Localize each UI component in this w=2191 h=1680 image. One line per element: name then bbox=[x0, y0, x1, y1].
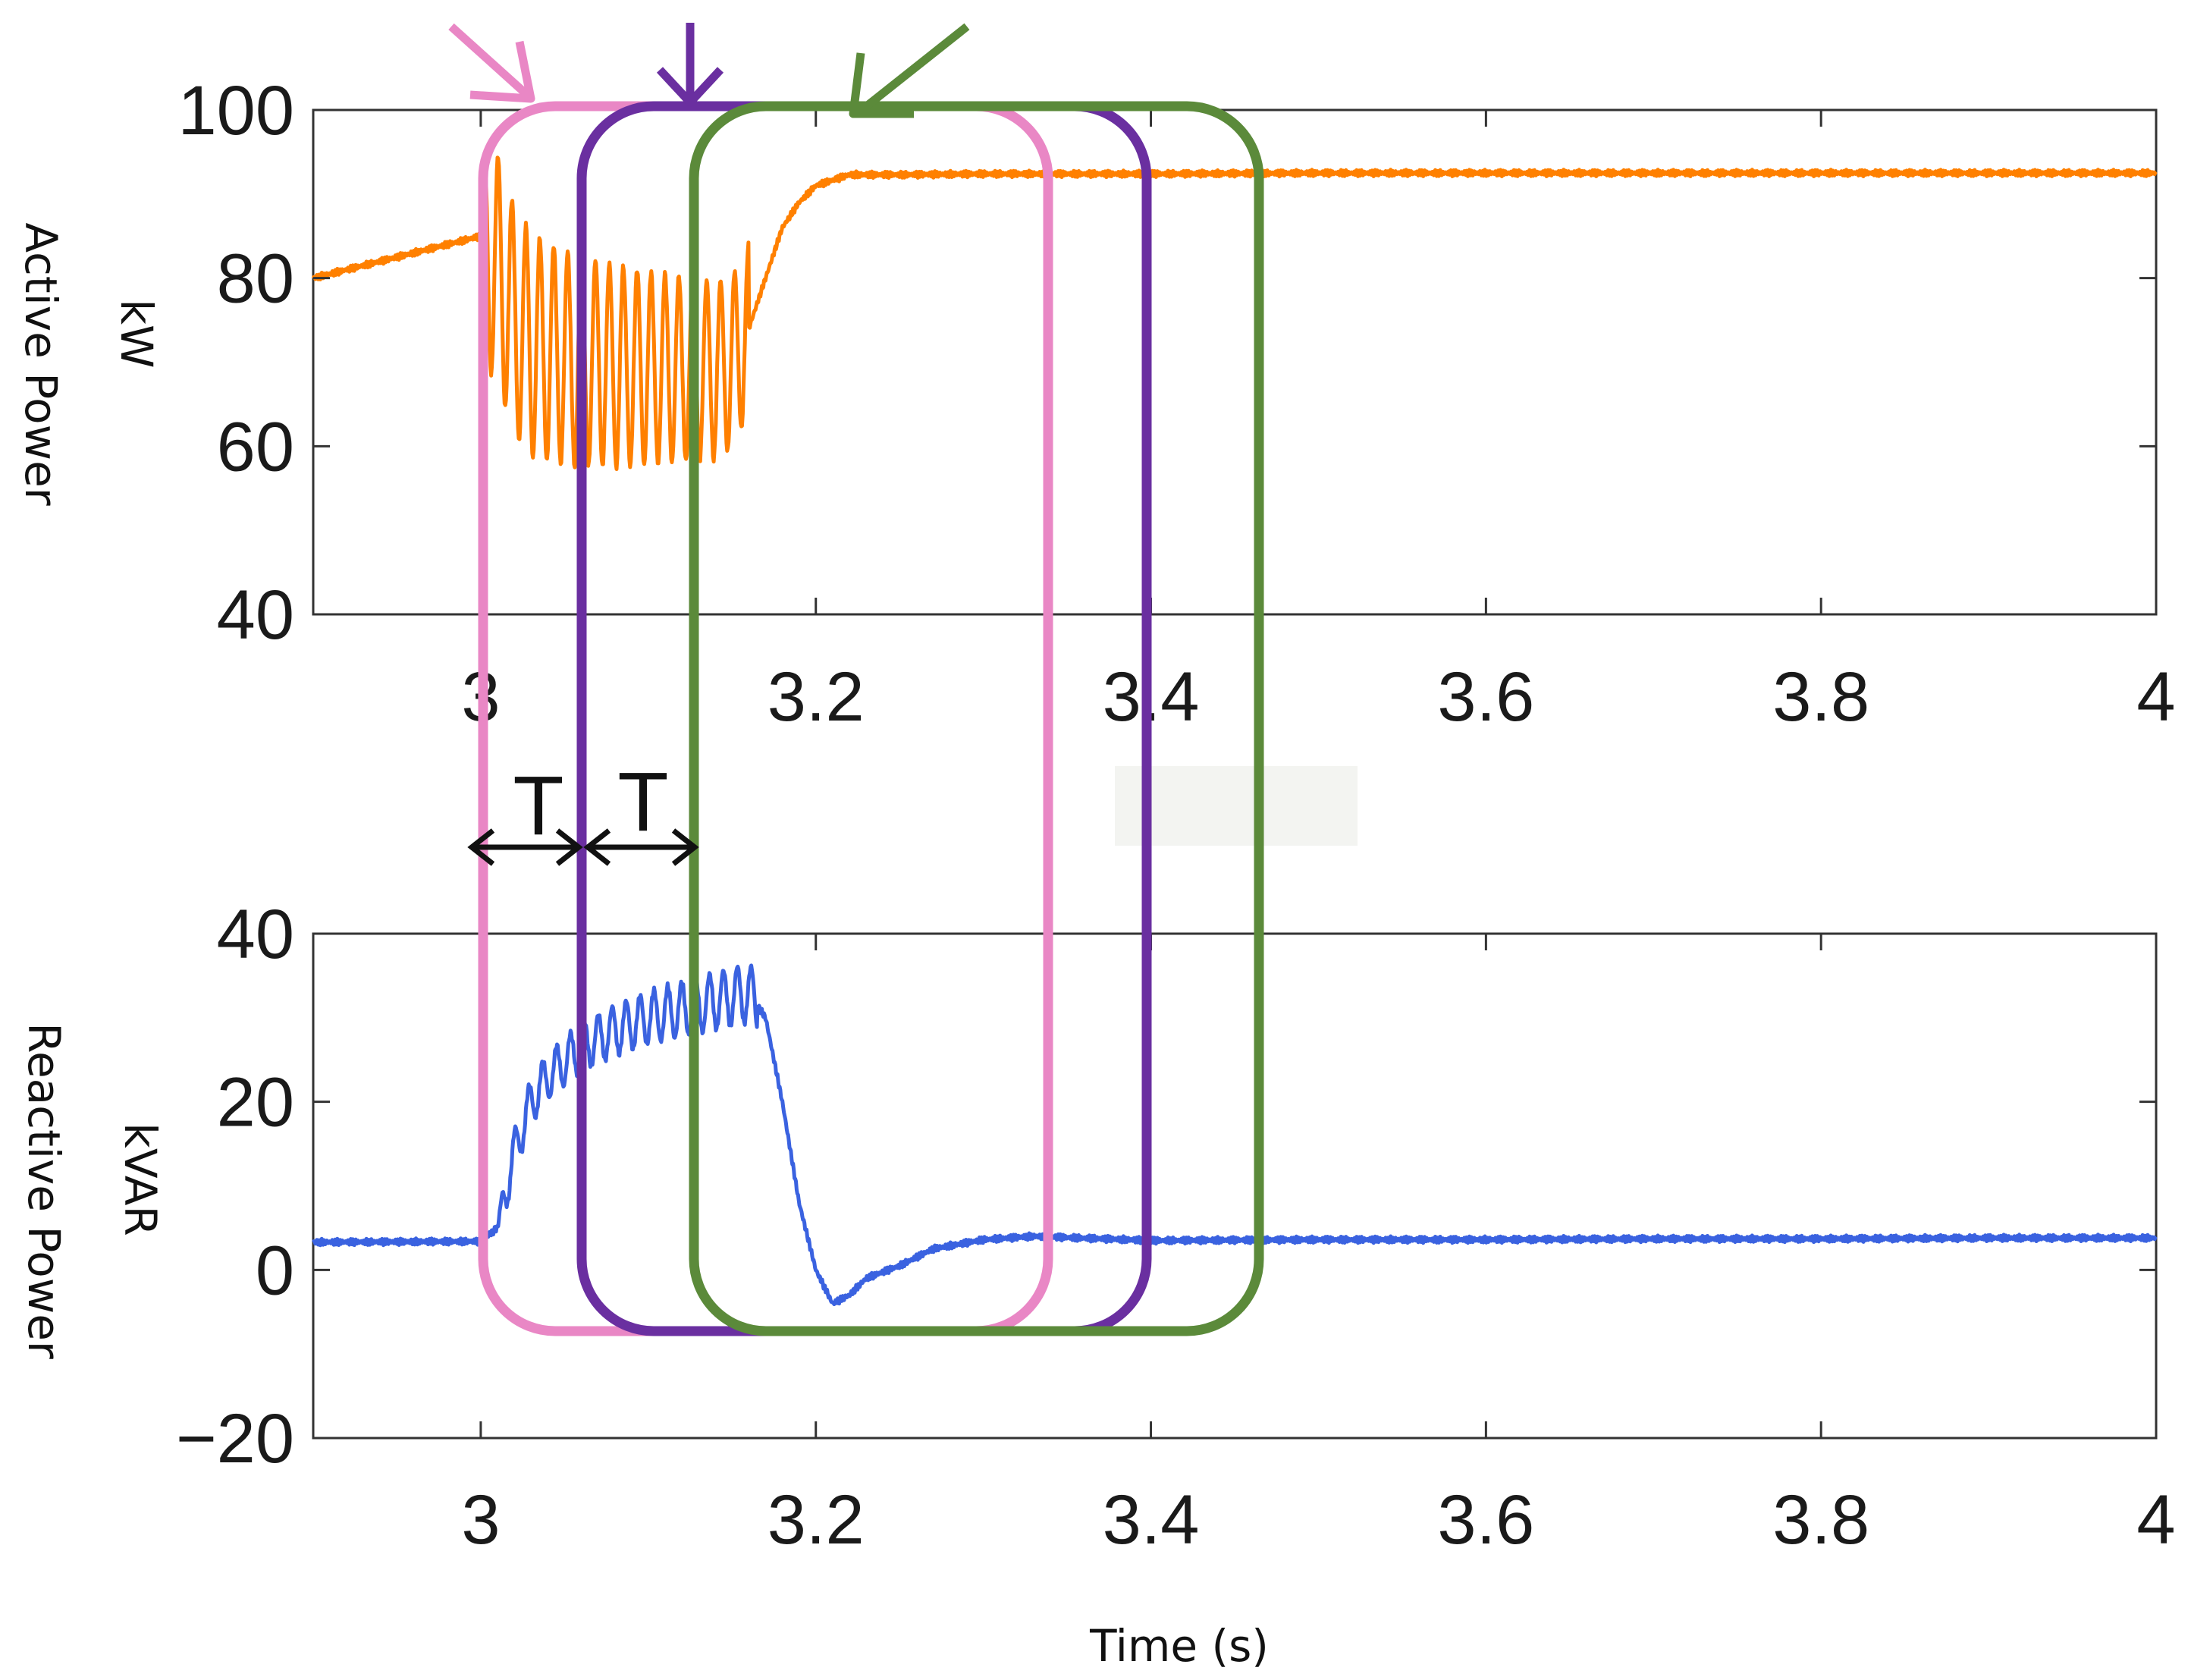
reactive-power-line bbox=[311, 963, 2158, 1307]
reactive-power-x-tick-label: 3.2 bbox=[767, 1481, 865, 1559]
reactive-power-axis-label: Reactive Power bbox=[18, 1022, 70, 1359]
reactive-power-chart: 3 3.2 3.4 3.6 3.8 4 −20 0 20 40 Reactive Power kV… bbox=[18, 896, 2176, 1672]
period-arrow-2-icon bbox=[583, 828, 699, 866]
time-axis-label: Time (s) bbox=[1089, 1620, 1269, 1672]
window-arrows bbox=[448, 23, 970, 118]
reactive-power-y-tick-label: 20 bbox=[217, 1064, 294, 1141]
reactive-power-x-tick-label: 3.4 bbox=[1103, 1481, 1200, 1559]
active-power-x-tick-label: 4 bbox=[2136, 658, 2175, 736]
reactive-power-unit-label: kVAR bbox=[115, 1123, 166, 1236]
active-power-y-tick-label: 40 bbox=[217, 576, 294, 654]
reactive-power-y-tick-label: −20 bbox=[176, 1400, 294, 1477]
reactive-power-x-tick-label: 4 bbox=[2136, 1481, 2175, 1559]
period-annotations: T T bbox=[467, 755, 699, 866]
active-power-y-tick-label: 80 bbox=[217, 240, 294, 318]
reactive-power-y-tick-label: 0 bbox=[256, 1232, 294, 1309]
pink-arrow-icon bbox=[448, 23, 535, 103]
period-arrow-1-icon bbox=[467, 828, 583, 866]
period-label-2: T bbox=[617, 755, 668, 849]
highlight-boxes bbox=[478, 101, 1264, 1336]
reactive-power-x-tick-label: 3 bbox=[461, 1481, 500, 1559]
reactive-power-y-tick-label: 40 bbox=[217, 896, 294, 973]
green-arrow-icon bbox=[849, 23, 970, 118]
active-power-x-tick-label: 3.6 bbox=[1437, 658, 1534, 736]
active-power-x-tick-label: 3.8 bbox=[1772, 658, 1869, 736]
green-window-box bbox=[689, 101, 1264, 1336]
reactive-power-x-tick-label: 3.6 bbox=[1437, 1481, 1534, 1559]
reactive-power-plot-frame bbox=[312, 932, 2158, 1440]
active-power-line bbox=[311, 155, 2158, 471]
active-power-y-tick-label: 100 bbox=[178, 72, 295, 149]
period-label-1: T bbox=[513, 759, 563, 853]
reactive-power-x-tick-label: 3.8 bbox=[1772, 1481, 1869, 1559]
active-power-plot-frame bbox=[312, 108, 2158, 616]
reactive-power-axis-ticks: 3 3.2 3.4 3.6 3.8 4 −20 0 20 40 bbox=[176, 896, 2176, 1559]
active-power-y-tick-label: 60 bbox=[217, 408, 294, 485]
purple-arrow-icon bbox=[656, 23, 724, 107]
active-power-x-tick-label: 3.2 bbox=[767, 658, 865, 736]
background-patch bbox=[1115, 766, 1358, 846]
active-power-unit-label: kW bbox=[111, 300, 162, 369]
active-power-axis-label: Active Power bbox=[15, 222, 67, 505]
